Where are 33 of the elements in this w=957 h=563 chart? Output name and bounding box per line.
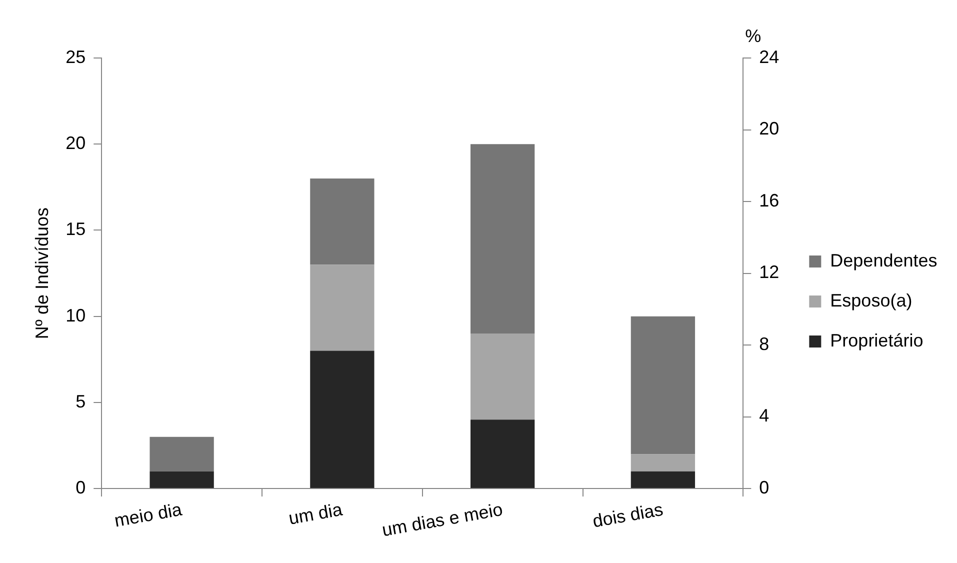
legend-label: Dependentes <box>830 250 938 270</box>
y2-axis-title: % <box>745 26 762 46</box>
y-tick-label: 15 <box>66 219 86 240</box>
y-tick-label: 25 <box>66 46 86 67</box>
y-tick-label: 20 <box>66 133 86 154</box>
bar <box>150 436 214 472</box>
bar <box>310 350 374 488</box>
y2-tick-label: 4 <box>759 406 770 426</box>
y-tick-label: 0 <box>76 478 86 498</box>
bar <box>470 334 535 420</box>
bar <box>310 264 374 351</box>
y-tick-label: 10 <box>66 305 86 326</box>
y2-tick-label: 0 <box>759 478 770 498</box>
y2-tick-label: 12 <box>759 262 780 282</box>
bar <box>310 178 374 265</box>
legend-label: Proprietário <box>830 330 924 350</box>
y2-tick-label: 8 <box>759 334 770 354</box>
x-tick-label: dois dias <box>591 499 665 532</box>
y2-tick-label: 24 <box>759 46 780 67</box>
x-tick-label: um dia <box>287 499 345 528</box>
bar <box>630 471 696 488</box>
bar <box>630 454 696 472</box>
y2-tick-label: 20 <box>759 118 780 139</box>
bar <box>470 420 535 488</box>
x-tick-label: um dias e meio <box>380 499 504 540</box>
bar <box>630 316 696 454</box>
y2-tick-label: 16 <box>759 190 780 210</box>
y-tick-label: 5 <box>76 391 86 412</box>
bar <box>470 144 535 334</box>
legend-label: Esposo(a) <box>830 290 912 310</box>
y-axis-title: Nº de Indivíduos <box>32 207 52 340</box>
bar <box>150 471 214 488</box>
x-tick-label: meio dia <box>112 499 184 531</box>
